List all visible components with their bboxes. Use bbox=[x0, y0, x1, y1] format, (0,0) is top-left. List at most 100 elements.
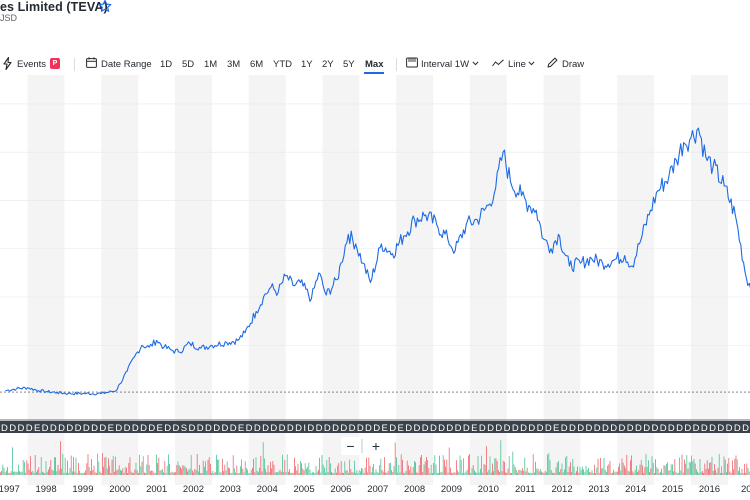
volume-bar bbox=[543, 472, 545, 475]
volume-bar bbox=[735, 455, 737, 475]
volume-bar bbox=[411, 472, 413, 475]
volume-bar bbox=[84, 472, 85, 475]
volume-bar bbox=[265, 468, 266, 475]
volume-bar bbox=[367, 472, 368, 475]
volume-bar bbox=[343, 472, 344, 475]
volume-bar bbox=[138, 473, 139, 475]
volume-bar bbox=[691, 455, 692, 475]
range-5y[interactable]: 5Y bbox=[343, 59, 355, 70]
range-1y[interactable]: 1Y bbox=[301, 59, 313, 70]
range-5d[interactable]: 5D bbox=[182, 59, 195, 70]
volume-bar bbox=[148, 465, 150, 475]
volume-bar bbox=[188, 469, 190, 475]
draw-button[interactable]: Draw bbox=[562, 59, 585, 70]
x-tick-label: 2006 bbox=[330, 484, 351, 495]
volume-bar bbox=[123, 472, 125, 475]
volume-bar bbox=[513, 464, 515, 475]
volume-bar bbox=[64, 457, 66, 475]
volume-bar bbox=[501, 471, 503, 475]
volume-bar bbox=[244, 461, 246, 475]
volume-bar bbox=[436, 472, 438, 475]
volume-bar bbox=[102, 453, 103, 475]
volume-bar bbox=[135, 462, 137, 475]
price-chart[interactable]: D D D D E D D D D D D D D E D D D D D E … bbox=[0, 75, 750, 500]
volume-bar bbox=[98, 461, 100, 475]
volume-bar bbox=[561, 463, 563, 475]
volume-bar bbox=[448, 447, 450, 475]
volume-bar bbox=[384, 457, 385, 475]
volume-bar bbox=[736, 459, 738, 475]
volume-bar bbox=[556, 462, 558, 475]
volume-bar bbox=[272, 461, 274, 475]
volume-bar bbox=[554, 472, 556, 475]
volume-bar bbox=[558, 460, 559, 475]
range-2y[interactable]: 2Y bbox=[322, 59, 334, 70]
line-type-button[interactable]: Line bbox=[508, 59, 526, 70]
volume-bar bbox=[368, 457, 370, 475]
zoom-in-button[interactable] bbox=[366, 437, 385, 455]
volume-bar bbox=[38, 467, 40, 475]
volume-bar bbox=[190, 455, 192, 475]
volume-bar bbox=[655, 459, 656, 475]
volume-bar bbox=[391, 470, 392, 475]
volume-bar bbox=[37, 469, 38, 475]
volume-bar bbox=[687, 468, 689, 475]
volume-bar bbox=[590, 472, 592, 475]
volume-bar bbox=[152, 470, 154, 475]
volume-bar bbox=[693, 458, 695, 475]
volume-bar bbox=[375, 469, 377, 475]
volume-bar bbox=[530, 472, 532, 475]
volume-bar bbox=[733, 469, 734, 475]
volume-bar bbox=[496, 461, 498, 475]
volume-bar bbox=[324, 467, 325, 475]
volume-bar bbox=[674, 459, 676, 475]
volume-bar bbox=[200, 473, 202, 475]
range-ytd[interactable]: YTD bbox=[273, 59, 292, 70]
volume-bar bbox=[547, 454, 548, 475]
volume-bar bbox=[463, 458, 464, 475]
volume-bar bbox=[216, 454, 217, 475]
volume-bar bbox=[309, 469, 311, 475]
year-bands bbox=[27, 75, 728, 485]
volume-bar bbox=[493, 471, 494, 475]
volume-bar bbox=[626, 454, 628, 475]
x-tick-label: 1999 bbox=[72, 484, 93, 495]
volume-bar bbox=[721, 466, 722, 475]
volume-bar bbox=[308, 462, 310, 475]
range-1d[interactable]: 1D bbox=[160, 59, 173, 70]
date-range-button[interactable]: Date Range bbox=[101, 59, 152, 70]
range-max[interactable]: Max bbox=[365, 59, 384, 70]
interval-value: 1W bbox=[454, 59, 470, 70]
volume-bar bbox=[198, 471, 199, 475]
volume-bar bbox=[67, 460, 68, 475]
events-button[interactable]: Events bbox=[17, 59, 46, 70]
volume-bar bbox=[540, 469, 541, 475]
interval-button[interactable]: Interval 1W bbox=[421, 59, 469, 70]
interval-label: Interval bbox=[421, 59, 453, 70]
volume-bar bbox=[360, 471, 361, 475]
zoom-out-icon: − bbox=[346, 438, 354, 454]
volume-bar bbox=[552, 472, 553, 475]
volume-bar bbox=[487, 472, 488, 475]
volume-bar bbox=[340, 461, 342, 475]
volume-bar bbox=[141, 461, 143, 475]
volume-bar bbox=[240, 466, 241, 475]
range-6m[interactable]: 6M bbox=[250, 59, 264, 70]
volume-bar bbox=[273, 464, 275, 475]
range-1m[interactable]: 1M bbox=[204, 59, 218, 70]
volume-bar bbox=[260, 456, 262, 475]
volume-bar bbox=[134, 469, 136, 475]
zoom-out-button[interactable] bbox=[341, 437, 360, 455]
volume-bar bbox=[483, 464, 485, 475]
volume-bar bbox=[748, 471, 750, 475]
range-3m[interactable]: 3M bbox=[227, 59, 241, 70]
event-markers[interactable]: D D D D E D D D D D D D D E D D D D D E … bbox=[1, 423, 749, 434]
volume-bar bbox=[51, 469, 53, 475]
volume-bar bbox=[9, 473, 11, 475]
year-band bbox=[543, 75, 581, 485]
volume-bar bbox=[694, 463, 696, 475]
star-icon[interactable] bbox=[98, 0, 112, 13]
volume-bar bbox=[504, 461, 505, 475]
volume-bar bbox=[426, 457, 427, 475]
volume-bar bbox=[170, 472, 172, 475]
